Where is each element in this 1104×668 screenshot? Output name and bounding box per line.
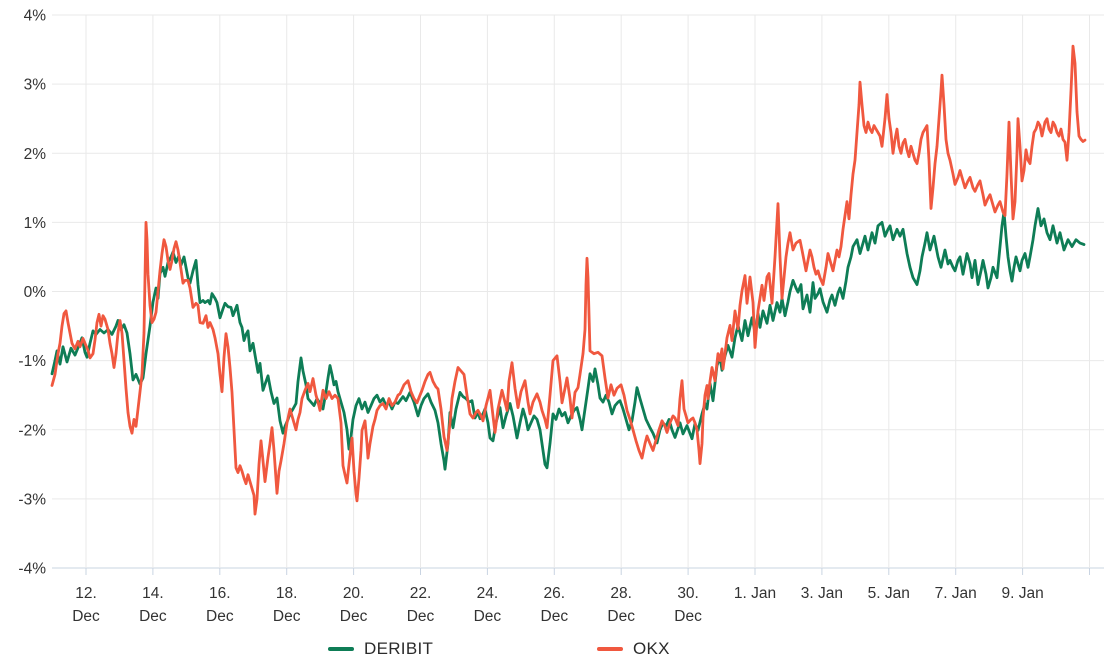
x-axis-label: Dec [474,608,502,625]
y-axis-label: -2% [18,422,46,439]
okx-line[interactable] [50,44,1087,516]
x-axis-label: 30. [677,585,699,602]
x-axis-label: Dec [72,608,100,625]
x-axis-label: 9. Jan [1001,585,1043,602]
x-axis-label: Dec [273,608,301,625]
x-axis-label: 28. [610,585,632,602]
y-axis-label: 0% [24,284,47,301]
y-axis-label: -3% [18,491,46,508]
y-axis-label: 1% [24,215,47,232]
x-axis-label: 16. [209,585,231,602]
x-axis-label: Dec [607,608,635,625]
y-axis-label: -4% [18,561,46,578]
x-axis-label: Dec [407,608,435,625]
x-axis-label: 7. Jan [935,585,977,602]
x-axis-label: Dec [541,608,569,625]
y-axis-label: 3% [24,77,47,94]
y-axis-label: -1% [18,353,46,370]
y-axis-label: 4% [24,8,47,25]
x-axis-label: 24. [477,585,499,602]
x-axis-label: Dec [139,608,167,625]
deribit-line[interactable] [50,207,1086,471]
x-axis-label: 20. [343,585,365,602]
x-axis-label: Dec [674,608,702,625]
y-axis-label: 2% [24,146,47,163]
x-axis-label: 3. Jan [801,585,843,602]
x-axis-label: 12. [75,585,97,602]
x-axis-label: 5. Jan [868,585,910,602]
x-axis-label: 22. [410,585,432,602]
x-axis-label: 14. [142,585,164,602]
x-axis-label: 26. [544,585,566,602]
x-axis-label: Dec [206,608,234,625]
x-axis-label: Dec [340,608,368,625]
x-axis-label: 1. Jan [734,585,776,602]
x-axis-label: 18. [276,585,298,602]
